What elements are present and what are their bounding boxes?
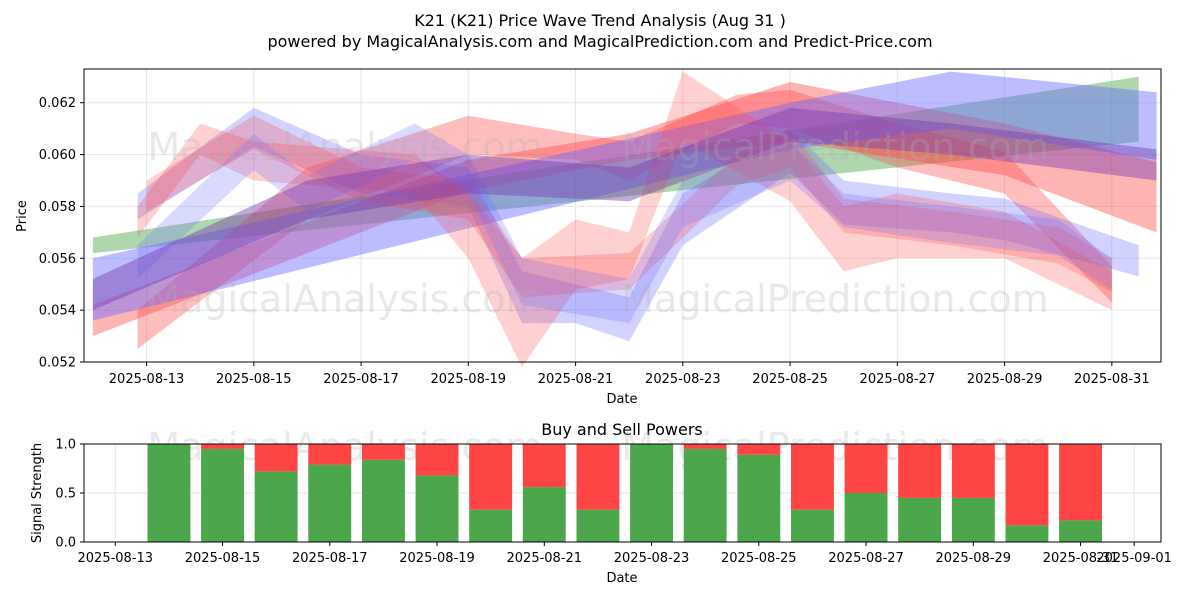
signal-bars-group <box>147 444 1102 542</box>
price-y-tick-label: 0.058 <box>39 200 76 215</box>
price-y-tick-label: 0.056 <box>39 252 76 267</box>
signal-chart-title: Buy and Sell Powers <box>541 420 703 439</box>
sell-power-bar <box>791 444 834 510</box>
buy-power-bar <box>576 509 620 542</box>
buy-power-bar <box>1059 520 1102 542</box>
price-x-tick-label: 2025-08-23 <box>645 372 721 387</box>
sell-power-bar <box>201 444 244 449</box>
price-y-tick-label: 0.060 <box>39 148 76 163</box>
price-axes: 2025-08-13 2025-08-15 2025-08-17 2025-08-19… <box>39 96 1150 387</box>
chart-subtitle: powered by MagicalAnalysis.com and Magic… <box>267 32 932 51</box>
price-wave-band-4 <box>92 71 1157 321</box>
price-x-tick-label: 2025-08-13 <box>109 372 185 387</box>
signal-y-tick-label: 1.0 <box>55 438 76 453</box>
sell-power-bar <box>898 444 942 498</box>
price-x-tick-label: 2025-08-17 <box>323 372 399 387</box>
signal-x-tick-label: 2025-08-23 <box>614 551 690 566</box>
signal-x-tick-label: 2025-08-25 <box>721 551 797 566</box>
sell-power-bar <box>683 444 727 449</box>
signal-x-tick-label: 2025-08-21 <box>507 551 583 566</box>
price-wave-band-1 <box>92 76 1139 254</box>
buy-power-bar <box>683 448 727 542</box>
sell-power-bar <box>469 444 513 510</box>
sell-power-bar <box>576 444 620 510</box>
signal-x-tick-label: 2025-09-01 <box>1096 551 1172 566</box>
sell-power-bar <box>362 444 405 460</box>
price-wave-band-9 <box>92 107 1157 311</box>
buy-power-bar <box>1005 525 1049 542</box>
buy-power-bar <box>951 497 995 542</box>
signal-x-axis-label: Date <box>606 571 637 586</box>
watermark-top-right: MagicalPrediction.com <box>621 125 1049 169</box>
sell-power-bar <box>1005 444 1049 526</box>
buy-power-bar <box>898 497 942 542</box>
sell-power-bar <box>1059 444 1102 521</box>
watermark-bottom-right: MagicalPrediction.com <box>621 277 1049 321</box>
price-x-tick-label: 2025-08-21 <box>538 372 614 387</box>
sell-power-bar <box>254 444 298 472</box>
sell-power-bar <box>522 444 566 488</box>
signal-y-tick-label: 0.5 <box>55 487 76 502</box>
buy-power-bar <box>415 475 459 542</box>
sell-power-bar <box>737 444 781 455</box>
signal-x-tick-label: 2025-08-31 <box>1043 551 1119 566</box>
price-x-tick-label: 2025-08-19 <box>431 372 507 387</box>
price-y-tick-label: 0.054 <box>39 304 76 319</box>
price-x-tick-label: 2025-08-25 <box>752 372 828 387</box>
price-plot-frame <box>83 68 1162 363</box>
watermark-bottom-left: MagicalAnalysis.com <box>147 277 542 321</box>
buy-power-bar <box>630 444 673 542</box>
price-y-axis-label: Price <box>15 200 30 232</box>
price-wave-band-7 <box>146 115 1112 298</box>
sell-power-bar <box>415 444 459 476</box>
buy-power-bar <box>791 509 834 542</box>
signal-x-tick-label: 2025-08-15 <box>185 551 261 566</box>
buy-power-bar <box>844 493 888 542</box>
price-x-tick-label: 2025-08-31 <box>1074 372 1150 387</box>
buy-power-bar <box>522 487 566 542</box>
signal-x-tick-label: 2025-08-29 <box>936 551 1012 566</box>
price-x-tick-label: 2025-08-15 <box>216 372 292 387</box>
chart-title: K21 (K21) Price Wave Trend Analysis (Aug… <box>414 11 786 30</box>
watermark-top-left: MagicalAnalysis.com <box>147 125 542 169</box>
price-wave-band-8 <box>137 123 1112 324</box>
price-x-tick-label: 2025-08-29 <box>967 372 1043 387</box>
price-wave-band-5 <box>137 107 1139 342</box>
price-y-tick-label: 0.052 <box>39 356 76 371</box>
price-series-group <box>92 71 1157 368</box>
signal-x-tick-label: 2025-08-17 <box>292 551 368 566</box>
buy-power-bar <box>469 509 513 542</box>
buy-power-bar <box>254 471 298 542</box>
price-wave-band-6 <box>137 71 1112 368</box>
signal-x-tick-label: 2025-08-27 <box>828 551 904 566</box>
buy-power-bar <box>362 459 405 542</box>
signal-axes: 2025-08-13 2025-08-15 2025-08-17 2025-08-19… <box>55 438 1172 567</box>
buy-power-bar <box>201 448 244 542</box>
sell-power-bar <box>951 444 995 498</box>
buy-power-bar <box>147 444 191 542</box>
price-wave-band-3 <box>137 89 1112 349</box>
signal-x-tick-label: 2025-08-13 <box>78 551 154 566</box>
price-watermarks: MagicalAnalysis.com MagicalPrediction.co… <box>147 125 1048 321</box>
sell-power-bar <box>308 444 352 465</box>
price-x-tick-label: 2025-08-27 <box>860 372 936 387</box>
sell-power-bar <box>844 444 888 493</box>
price-x-axis-label: Date <box>606 392 637 407</box>
signal-y-tick-label: 0.0 <box>55 536 76 551</box>
price-y-tick-label: 0.062 <box>39 96 76 111</box>
price-wave-band-2 <box>92 82 1157 337</box>
signal-y-axis-label: Signal Strength <box>30 443 45 543</box>
buy-power-bar <box>737 454 781 542</box>
buy-power-bar <box>308 464 352 542</box>
signal-x-tick-label: 2025-08-19 <box>399 551 475 566</box>
